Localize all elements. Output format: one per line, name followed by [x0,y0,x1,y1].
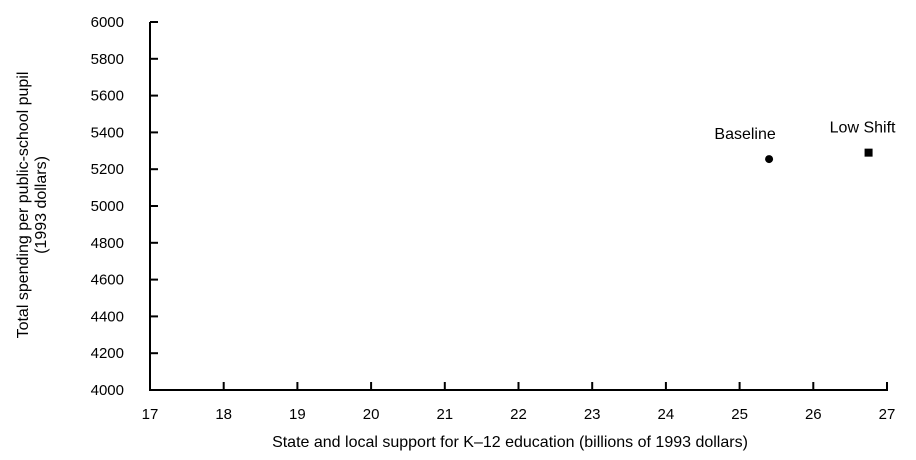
y-tick-label: 5400 [91,124,124,141]
y-tick-label: 4800 [91,235,124,252]
x-tick-label: 17 [142,406,159,423]
x-tick-label: 26 [805,406,822,423]
x-axis-title: State and local support for K–12 educati… [272,434,748,451]
y-axis-ticks: 4000 4200 4400 4600 4800 5000 5200 5400 5600 5800… [91,14,158,399]
y-tick-label: 5200 [91,161,124,178]
y-tick-label: 4600 [91,272,124,289]
x-tick-label: 25 [731,406,748,423]
y-tick-label: 6000 [91,14,124,31]
x-tick-label: 24 [658,406,675,423]
y-tick-label: 4200 [91,345,124,362]
point-label: Low Shift [830,120,896,137]
point-label: Baseline [714,126,775,143]
x-tick-label: 23 [584,406,601,423]
y-tick-label: 4000 [91,382,124,399]
y-tick-label: 5800 [91,51,124,68]
x-tick-label: 19 [289,406,306,423]
y-axis-title-line2: (1993 dollars) [33,156,50,254]
x-tick-label: 22 [510,406,527,423]
x-tick-label: 18 [215,406,232,423]
x-tick-label: 21 [436,406,453,423]
y-tick-label: 4400 [91,308,124,325]
point-low-shift [864,148,873,157]
x-tick-label: 27 [879,406,896,423]
y-tick-label: 5000 [91,198,124,215]
x-tick-label: 20 [363,406,380,423]
y-tick-label: 5600 [91,88,124,105]
y-axis-title-line1: Total spending per public-school pupil [15,72,32,339]
x-axis-ticks: 17 18 19 20 21 22 23 24 25 26 27 [142,382,896,423]
point-baseline [765,155,774,164]
data-points: Baseline Low Shift [714,120,896,164]
